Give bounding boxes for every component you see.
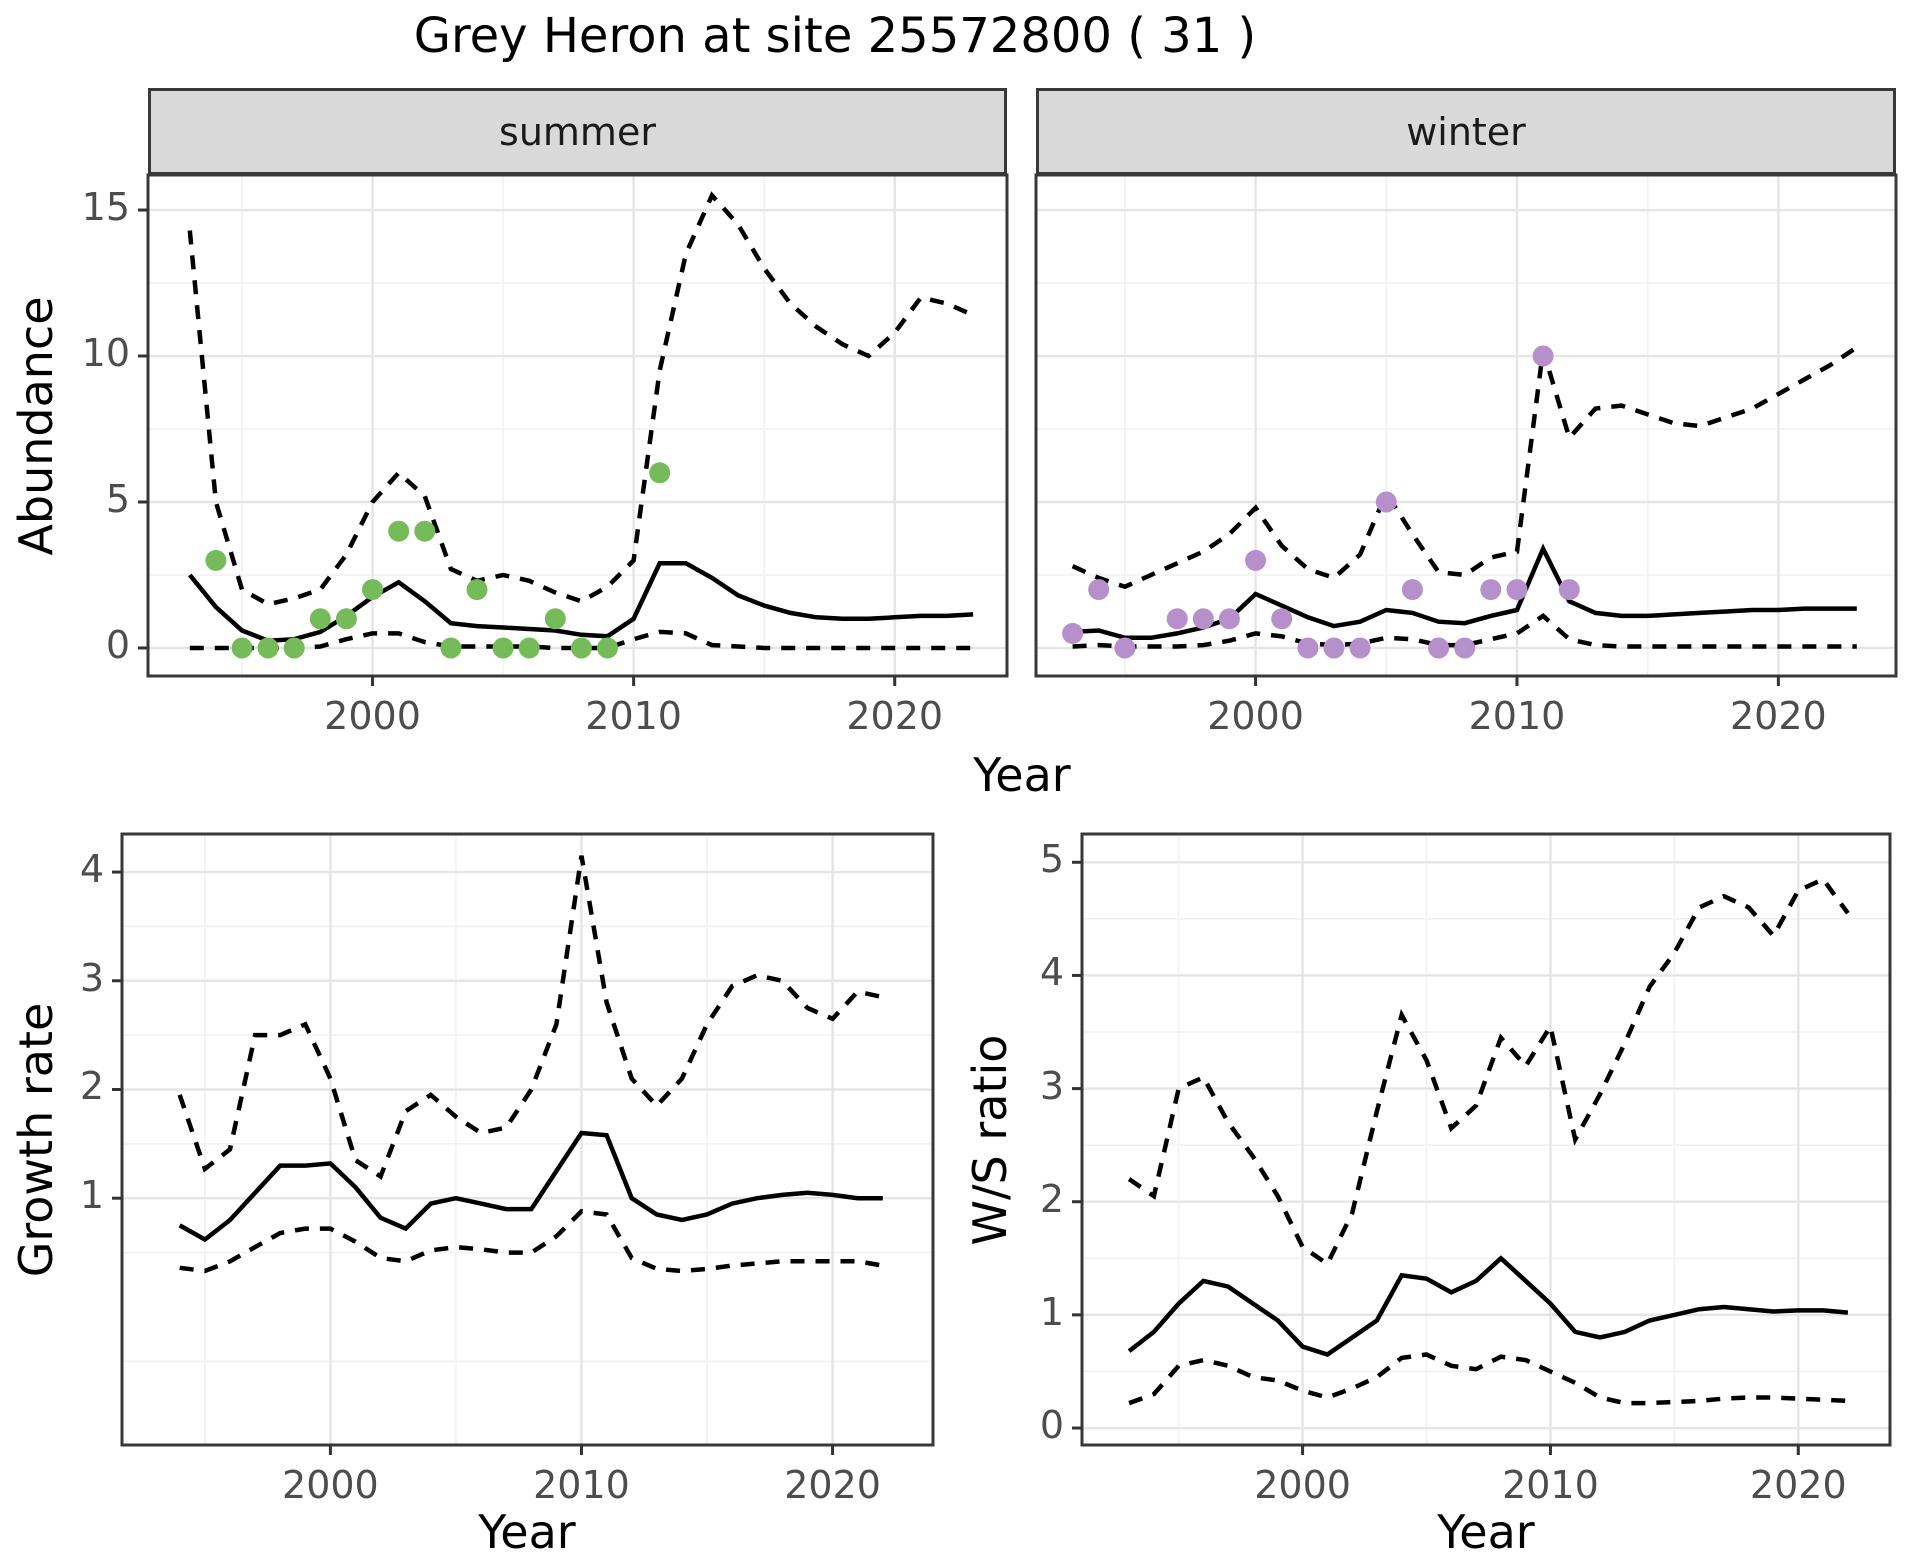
summer-observed-count <box>231 637 253 659</box>
x-tick-label: 2010 <box>533 1463 630 1507</box>
x-tick-label: 2000 <box>1254 1463 1351 1507</box>
x-tick-label: 2020 <box>1730 694 1827 738</box>
series-lower-95ci <box>1128 1352 1849 1406</box>
panel-growth_rate <box>112 832 935 1455</box>
series-lower-95ci <box>189 629 974 651</box>
series-median-fit <box>188 561 974 643</box>
x-axis-title-year-top: Year <box>973 748 1071 802</box>
winter-observed-count <box>1271 608 1293 630</box>
y-tick-label: 3 <box>1039 1063 1064 1108</box>
x-tick-label: 2000 <box>282 1463 379 1507</box>
x-tick-label: 2020 <box>846 694 944 738</box>
x-axis-title-year-growth: Year <box>478 1505 576 1559</box>
winter-observed-count <box>1428 637 1450 659</box>
x-axis-title-year-ws: Year <box>1437 1505 1535 1559</box>
x-tick-label: 2020 <box>784 1463 881 1507</box>
summer-observed-count <box>257 637 279 659</box>
winter-observed-count <box>1218 608 1240 630</box>
y-tick-label: 3 <box>79 955 104 1000</box>
winter-observed-count <box>1192 608 1214 630</box>
y-tick-label: 2 <box>1039 1176 1064 1221</box>
facet-strip-winter: winter <box>1036 88 1896 175</box>
winter-observed-count <box>1558 579 1580 601</box>
series-lower-95ci <box>179 1208 884 1274</box>
summer-observed-count <box>440 637 462 659</box>
summer-observed-count <box>283 637 305 659</box>
panel-abundance_winter <box>1034 173 1898 686</box>
winter-observed-count <box>1088 579 1110 601</box>
winter-observed-count <box>1349 637 1371 659</box>
winter-observed-count <box>1480 579 1502 601</box>
winter-observed-count <box>1245 549 1267 571</box>
winter-observed-count <box>1401 579 1423 601</box>
winter-observed-count <box>1375 491 1397 513</box>
x-tick-label: 2020 <box>1749 1463 1847 1507</box>
winter-observed-count <box>1114 637 1136 659</box>
series-median-fit <box>178 1130 883 1243</box>
figure-title: Grey Heron at site 25572800 ( 31 ) <box>413 8 1257 64</box>
y-tick-label: 5 <box>1039 837 1064 882</box>
series-median-fit <box>1072 543 1857 641</box>
x-tick-label: 2010 <box>585 694 682 738</box>
summer-observed-count <box>388 520 410 542</box>
y-tick-label: 4 <box>1039 950 1064 995</box>
winter-observed-count <box>1323 637 1345 659</box>
summer-observed-count <box>414 520 436 542</box>
x-tick-label: 2010 <box>1502 1463 1599 1507</box>
facet-strip-winter-label: winter <box>1406 109 1526 154</box>
x-tick-label: 2000 <box>1207 694 1304 738</box>
winter-observed-count <box>1532 345 1554 367</box>
winter-observed-count <box>1297 637 1319 659</box>
series-upper-95ci <box>177 855 884 1180</box>
y-tick-label: 0 <box>1039 1403 1064 1448</box>
x-tick-label: 2010 <box>1468 694 1566 738</box>
series-median-fit <box>1127 1255 1849 1357</box>
y-tick-label: 4 <box>79 847 104 892</box>
y-tick-label: 2 <box>79 1064 104 1109</box>
series-upper-95ci <box>1071 345 1859 590</box>
panel-abundance_summer <box>138 173 1009 686</box>
facet-strip-summer-label: summer <box>499 109 656 154</box>
winter-observed-count <box>1166 608 1188 630</box>
summer-observed-count <box>518 637 540 659</box>
y-tick-label: 0 <box>105 622 130 667</box>
summer-observed-count <box>597 637 618 659</box>
summer-observed-count <box>570 637 592 659</box>
summer-observed-count <box>362 579 383 601</box>
x-tick-label: 2000 <box>324 694 421 738</box>
summer-observed-count <box>544 608 566 630</box>
y-axis-title-growth-rate: Growth rate <box>9 1002 63 1278</box>
winter-observed-count <box>1062 622 1084 644</box>
panel-ws_ratio <box>1072 832 1892 1455</box>
y-tick-label: 10 <box>81 331 130 375</box>
winter-observed-count <box>1454 637 1476 659</box>
y-tick-label: 15 <box>81 185 130 230</box>
summer-observed-count <box>466 579 488 601</box>
series-lower-95ci <box>1072 613 1857 649</box>
summer-observed-count <box>205 549 227 571</box>
y-tick-label: 5 <box>105 476 130 521</box>
winter-observed-count <box>1506 579 1528 601</box>
summer-observed-count <box>309 608 331 630</box>
summer-observed-count <box>649 462 671 484</box>
facet-strip-summer: summer <box>148 88 1007 175</box>
summer-observed-count <box>492 637 514 659</box>
y-tick-label: 1 <box>79 1173 104 1218</box>
summer-observed-count <box>335 608 357 630</box>
series-upper-95ci <box>187 191 975 607</box>
y-tick-label: 1 <box>1039 1289 1064 1334</box>
series-upper-95ci <box>1127 876 1850 1268</box>
